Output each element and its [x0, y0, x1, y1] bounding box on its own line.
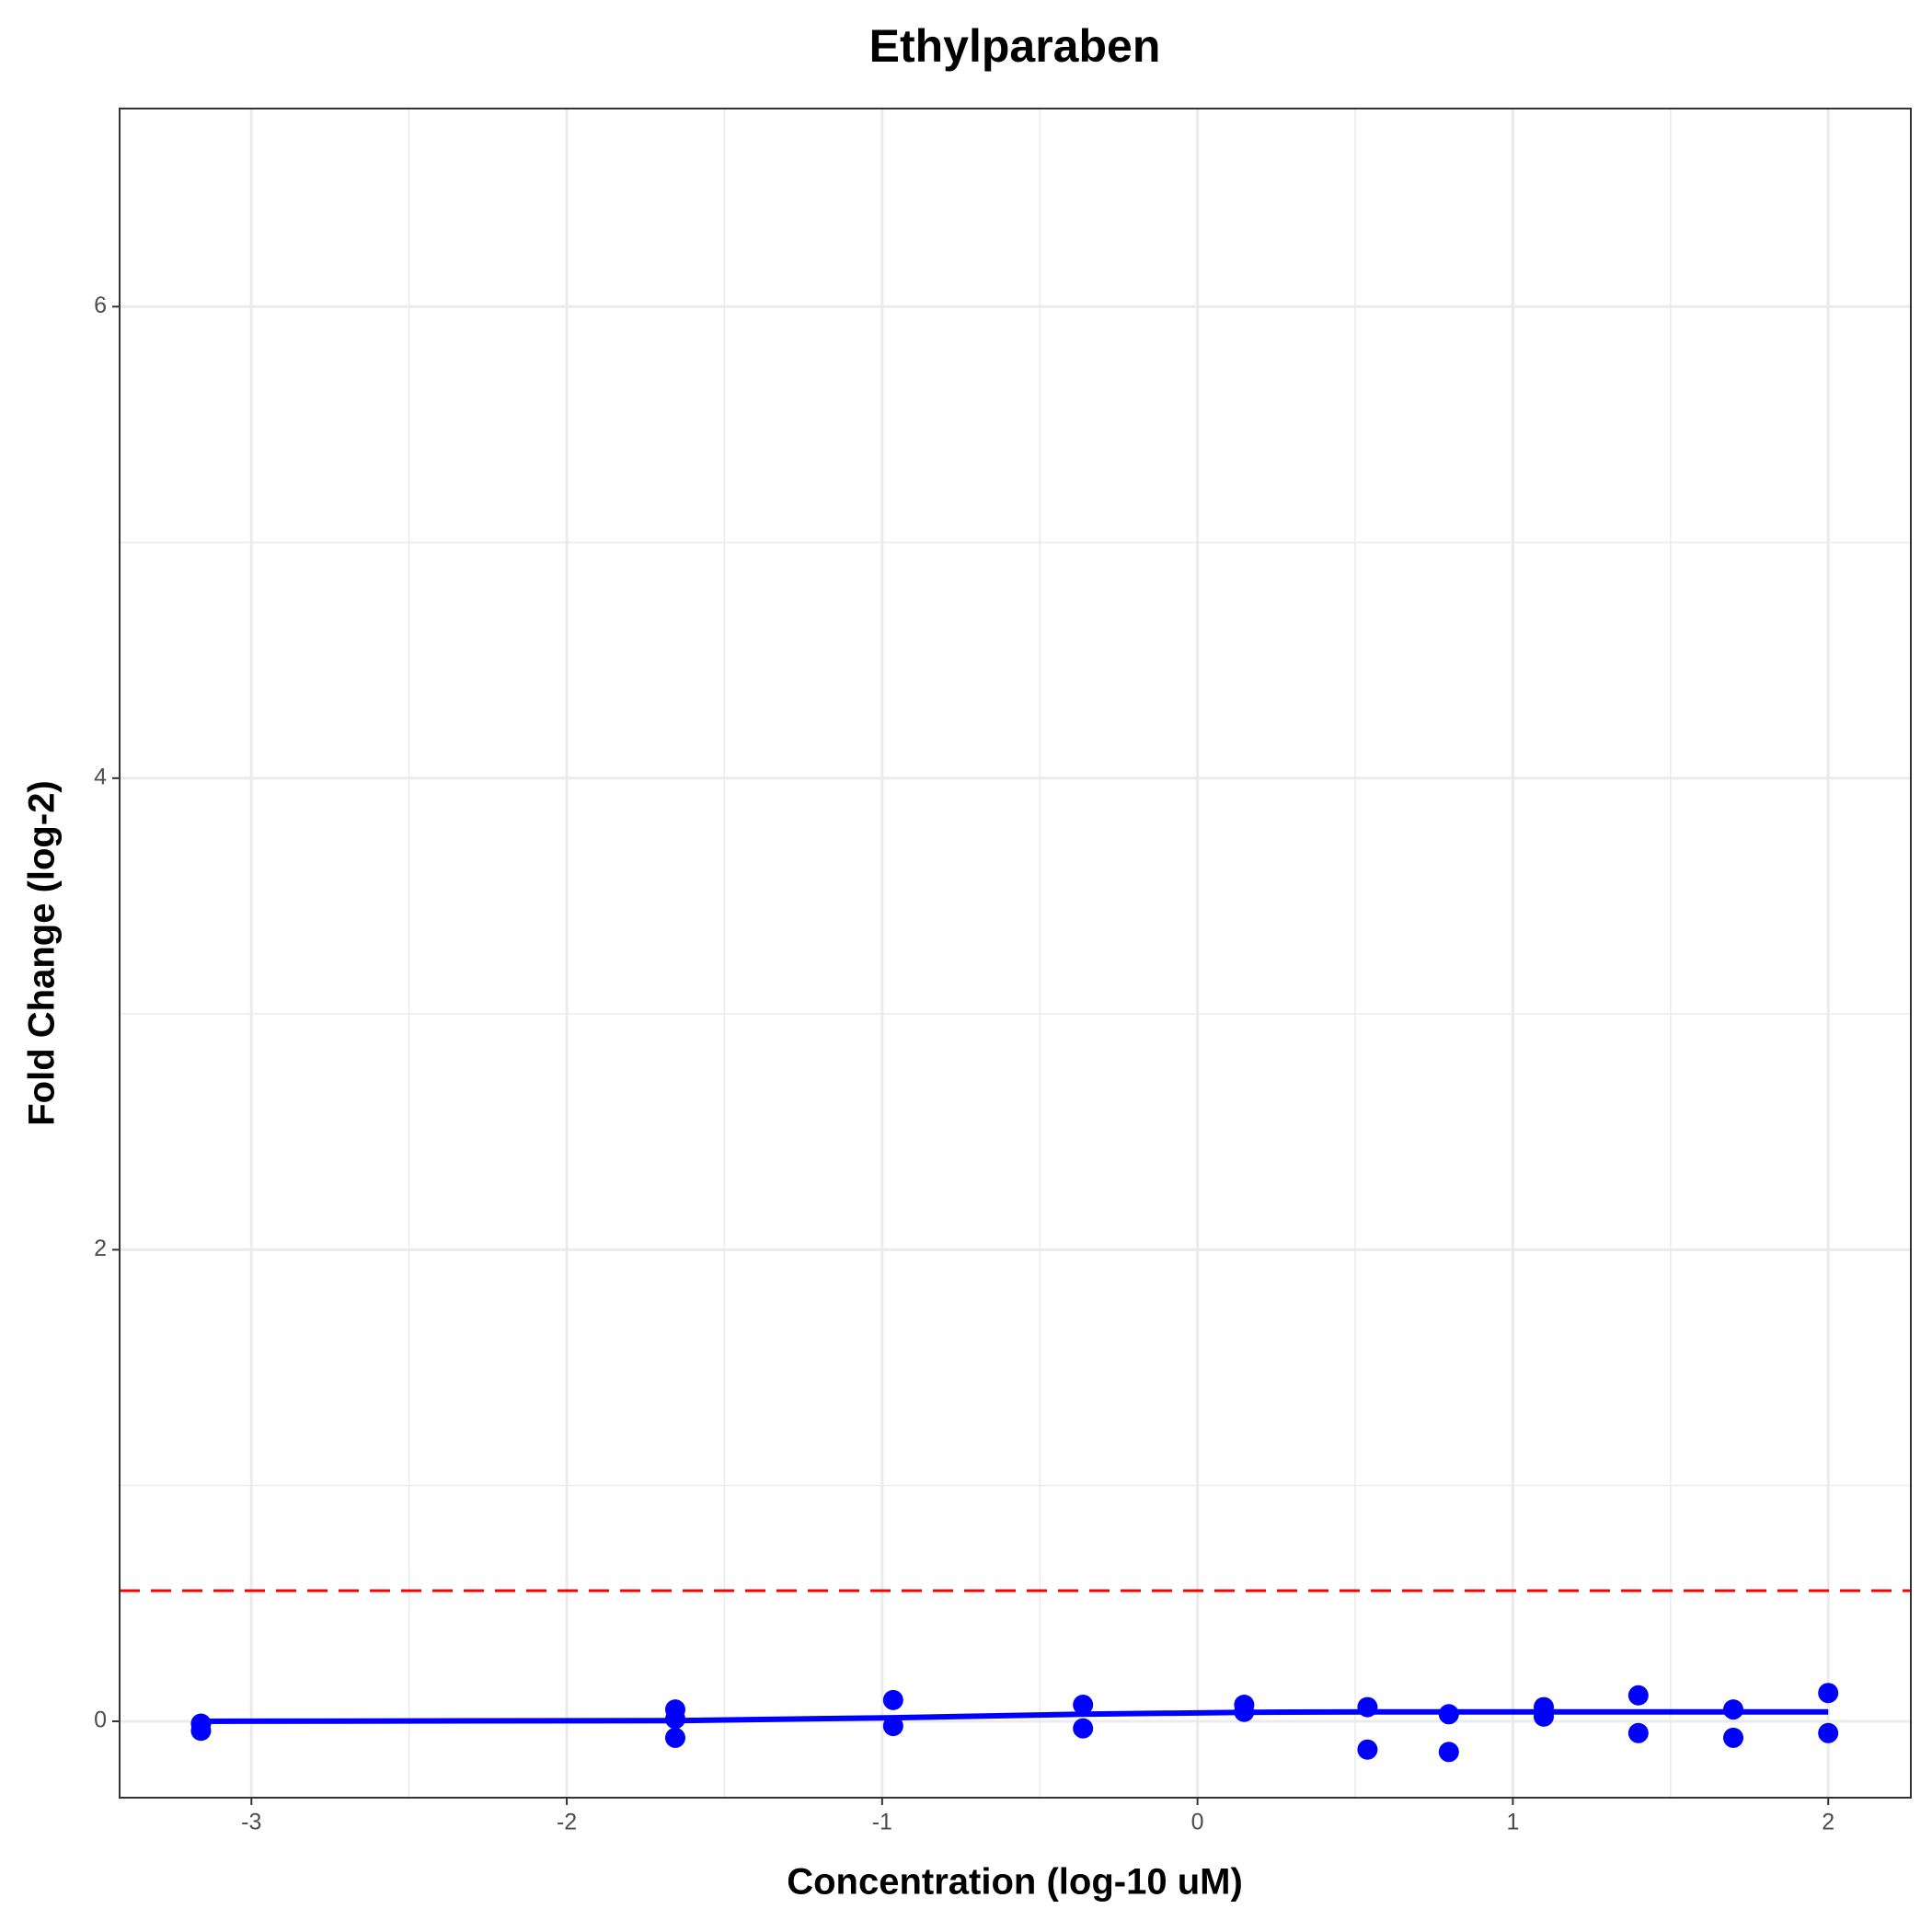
x-tick-label: -2 [557, 1810, 577, 1835]
point [1234, 1701, 1255, 1722]
y-tick-label: 4 [94, 764, 107, 789]
point [1357, 1696, 1378, 1718]
point [1073, 1695, 1094, 1716]
point [190, 1720, 212, 1742]
x-tick-label: 0 [1191, 1810, 1204, 1835]
y-tick-label: 6 [94, 293, 107, 318]
x-tick-label: -3 [241, 1810, 261, 1835]
point [1534, 1706, 1555, 1727]
point [1438, 1704, 1459, 1725]
y-axis-title: Fold Change (log-2) [22, 780, 63, 1126]
point [1818, 1722, 1839, 1743]
point [882, 1689, 903, 1710]
x-tick-label: 1 [1506, 1810, 1519, 1835]
y-tick-label: 2 [94, 1236, 107, 1261]
point [1073, 1718, 1094, 1739]
point [664, 1708, 685, 1730]
point [1357, 1739, 1378, 1760]
point [1627, 1685, 1649, 1706]
x-tick-label: 2 [1822, 1810, 1834, 1835]
x-axis-title: Concentration (log-10 uM) [787, 1862, 1243, 1903]
point [882, 1716, 903, 1737]
point [664, 1727, 685, 1748]
point [1818, 1683, 1839, 1704]
point [1627, 1722, 1649, 1743]
y-tick-label: 0 [94, 1708, 107, 1733]
point [1438, 1742, 1459, 1763]
plot-background [120, 109, 1911, 1798]
chart-title: Ethylparaben [869, 20, 1161, 72]
point [1723, 1699, 1744, 1720]
x-tick-label: -1 [872, 1810, 892, 1835]
plot-border [119, 108, 1912, 1799]
point [1723, 1727, 1744, 1748]
